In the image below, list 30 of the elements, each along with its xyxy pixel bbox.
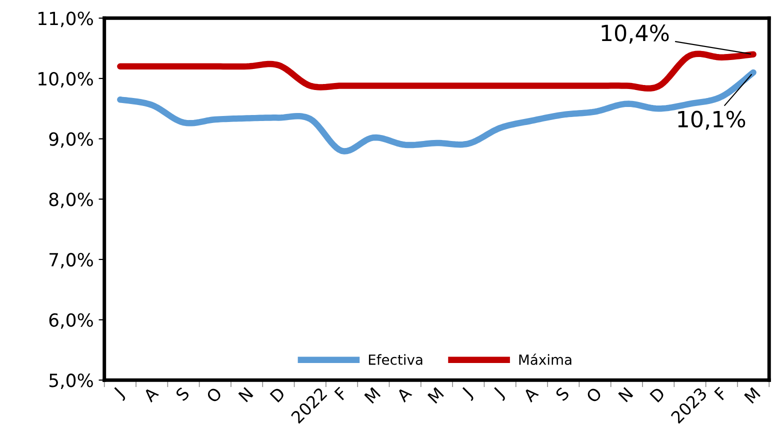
- y-tick-label: 6,0%: [49, 313, 93, 329]
- x-tick-label: A: [522, 386, 539, 403]
- y-tick-label: 5,0%: [49, 374, 93, 390]
- x-tick-label: F: [334, 386, 348, 400]
- x-tick-label: S: [175, 386, 190, 402]
- x-tick-label: M: [364, 387, 381, 404]
- x-tick-label: A: [396, 386, 412, 403]
- x-tick-label: D: [270, 386, 286, 403]
- x-tick-label: O: [586, 386, 602, 404]
- x-tick-label: N: [238, 387, 254, 402]
- x-tick-label: F: [714, 386, 728, 400]
- x-tick-label: J: [112, 387, 126, 402]
- y-tick-label: 11,0%: [38, 12, 93, 28]
- legend-label: Efectiva: [368, 354, 422, 365]
- x-tick-label: J: [492, 387, 506, 402]
- y-tick-label: 8,0%: [49, 192, 93, 208]
- x-tick-label: D: [650, 386, 666, 403]
- y-tick-label: 9,0%: [49, 132, 93, 148]
- x-tick-label: M: [427, 387, 444, 404]
- x-tick-label: S: [554, 386, 570, 402]
- y-tick-label: 10,0%: [38, 72, 93, 88]
- data-label: 10,4%: [602, 24, 669, 44]
- legend-label: Máxima: [519, 354, 572, 365]
- x-tick-label: J: [460, 387, 475, 402]
- y-tick-label: 7,0%: [50, 252, 93, 268]
- x-tick-label: O: [206, 386, 223, 404]
- x-tick-label: M: [744, 387, 760, 404]
- x-tick-label: A: [142, 386, 160, 403]
- data-label: 10,1%: [678, 110, 746, 130]
- x-tick-label: N: [618, 387, 634, 402]
